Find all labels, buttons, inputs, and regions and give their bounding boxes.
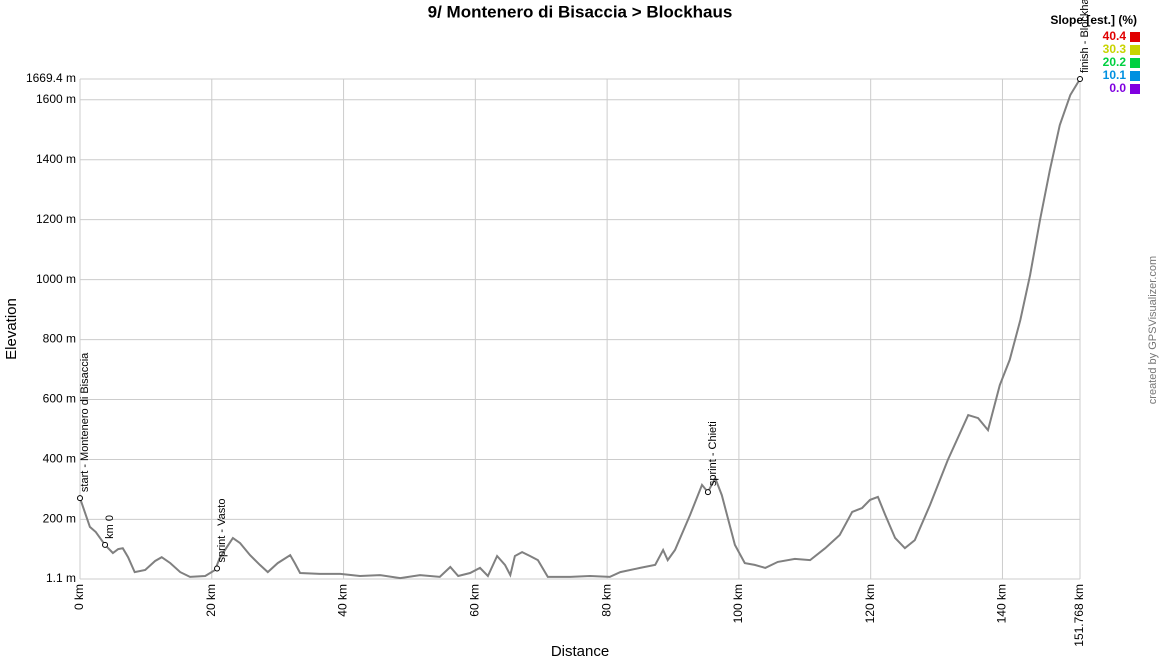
y-tick-label: 1600 m	[36, 92, 76, 106]
x-tick-label: 20 km	[204, 584, 218, 617]
y-tick-label: 1200 m	[36, 212, 76, 226]
y-tick-label: 1669.4 m	[26, 71, 76, 85]
legend-label: 40.4	[1103, 29, 1127, 43]
waypoint-marker	[704, 489, 711, 496]
legend-swatch	[1130, 84, 1140, 94]
x-tick-label: 60 km	[468, 584, 482, 617]
legend-swatch	[1130, 32, 1140, 42]
legend-label: 0.0	[1109, 81, 1126, 95]
waypoint-marker	[214, 565, 221, 572]
legend-title: Slope [est.] (%)	[1050, 13, 1137, 27]
waypoint-label: finish - Blockhaus	[1079, 0, 1091, 73]
waypoint-label: sprint - Chieti	[707, 421, 719, 486]
x-tick-label: 140 km	[995, 584, 1009, 623]
watermark: created by GPSVisualizer.com	[1147, 256, 1159, 404]
y-tick-label: 1400 m	[36, 152, 76, 166]
x-tick-label: 100 km	[731, 584, 745, 623]
waypoint-marker	[102, 541, 109, 548]
waypoint-label: start - Montenero di Bisaccia	[79, 352, 91, 492]
elevation-line	[79, 78, 1081, 580]
y-tick-label: 200 m	[43, 512, 76, 526]
x-tick-label: 80 km	[599, 584, 613, 617]
chart-title: 9/ Montenero di Bisaccia > Blockhaus	[428, 2, 733, 21]
y-tick-label: 400 m	[43, 452, 76, 466]
waypoint-marker	[1077, 76, 1083, 82]
x-tick-label: 0 km	[72, 584, 86, 610]
waypoint-label: km 0	[104, 515, 116, 539]
legend-swatch	[1130, 58, 1140, 68]
waypoint-label: sprint - Vasto	[216, 499, 228, 563]
y-axis-title: Elevation	[3, 298, 20, 360]
x-tick-label: 120 km	[863, 584, 877, 623]
y-tick-label: 1.1 m	[46, 571, 76, 585]
legend-swatch	[1130, 45, 1140, 55]
waypoint-marker	[77, 495, 83, 502]
x-tick-label: 151.768 km	[1072, 584, 1086, 647]
x-tick-label: 40 km	[336, 584, 350, 617]
y-tick-label: 800 m	[43, 332, 76, 346]
legend-label: 20.2	[1103, 55, 1127, 69]
y-tick-label: 1000 m	[36, 272, 76, 286]
y-tick-label: 600 m	[43, 392, 76, 406]
legend-label: 10.1	[1103, 68, 1127, 82]
legend-label: 30.3	[1103, 42, 1127, 56]
legend-swatch	[1130, 71, 1140, 81]
x-axis-title: Distance	[551, 643, 609, 660]
